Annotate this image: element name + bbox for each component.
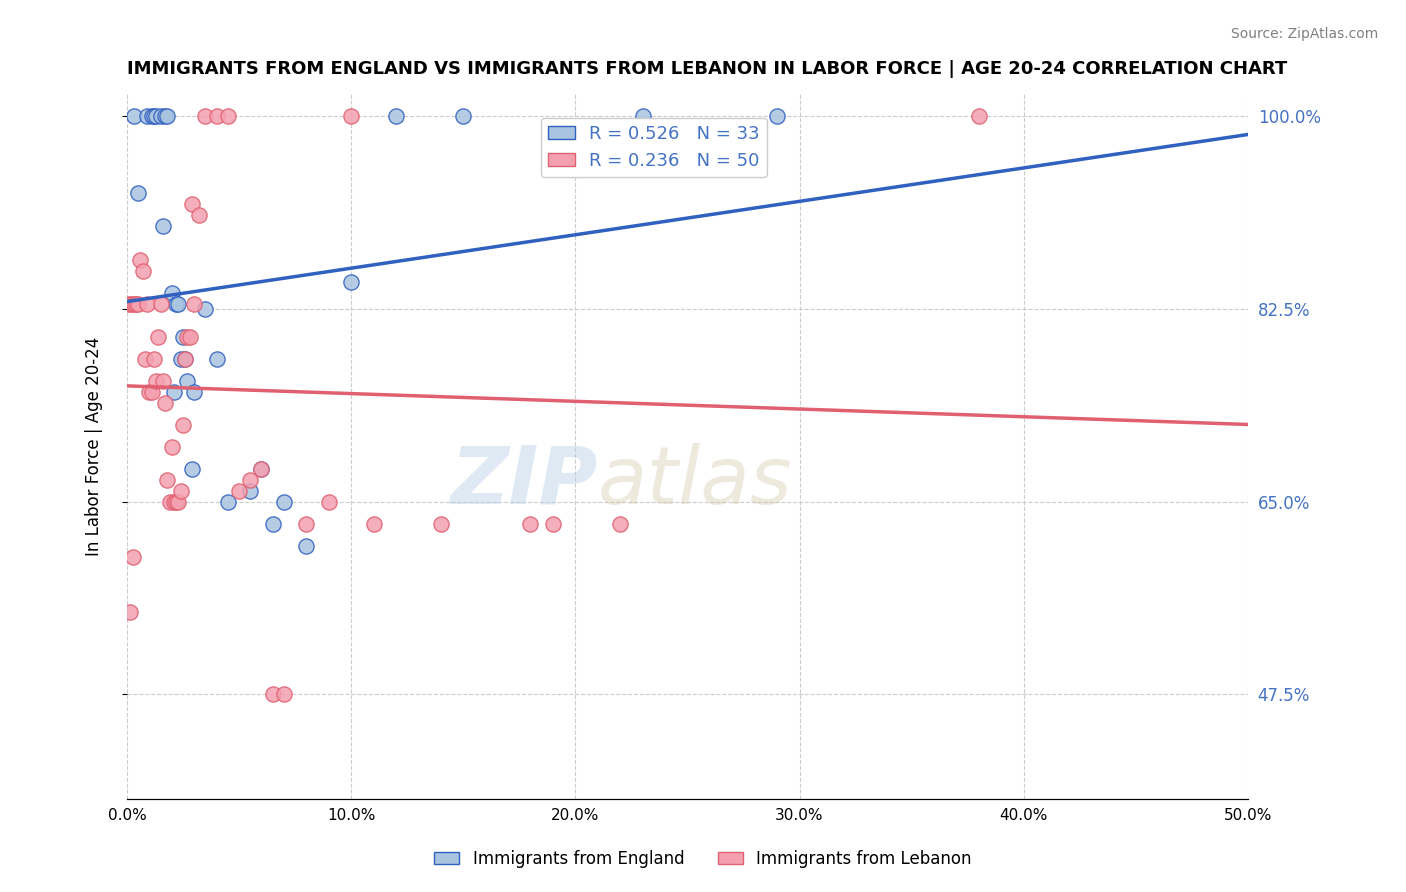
- Point: [295, 539, 318, 553]
- Point: [138, 384, 160, 399]
- Point: [340, 275, 363, 289]
- Point: [519, 516, 541, 531]
- Point: [172, 417, 194, 432]
- Text: IMMIGRANTS FROM ENGLAND VS IMMIGRANTS FROM LEBANON IN LABOR FORCE | AGE 20-24 CO: IMMIGRANTS FROM ENGLAND VS IMMIGRANTS FR…: [127, 60, 1286, 78]
- Point: [160, 285, 183, 300]
- Point: [127, 186, 149, 201]
- Point: [148, 329, 170, 343]
- Point: [142, 351, 165, 366]
- Point: [631, 110, 654, 124]
- Point: [149, 296, 172, 310]
- Point: [127, 296, 149, 310]
- Point: [165, 296, 187, 310]
- Point: [194, 110, 217, 124]
- Point: [145, 110, 167, 124]
- Point: [170, 483, 193, 498]
- Point: [120, 296, 142, 310]
- Point: [121, 549, 143, 564]
- Point: [967, 110, 990, 124]
- Point: [385, 110, 408, 124]
- Legend: Immigrants from England, Immigrants from Lebanon: Immigrants from England, Immigrants from…: [427, 844, 979, 875]
- Point: [141, 384, 163, 399]
- Point: [163, 494, 186, 508]
- Point: [318, 494, 340, 508]
- Point: [156, 110, 179, 124]
- Point: [142, 110, 165, 124]
- Point: [262, 516, 284, 531]
- Point: [183, 384, 205, 399]
- Point: [766, 110, 789, 124]
- Point: [205, 110, 228, 124]
- Point: [118, 296, 141, 310]
- Point: [163, 384, 186, 399]
- Point: [122, 296, 145, 310]
- Point: [167, 494, 190, 508]
- Text: Source: ZipAtlas.com: Source: ZipAtlas.com: [1230, 27, 1378, 41]
- Point: [295, 516, 318, 531]
- Point: [183, 296, 205, 310]
- Point: [194, 301, 217, 316]
- Point: [250, 461, 273, 475]
- Point: [149, 110, 172, 124]
- Point: [165, 494, 187, 508]
- Point: [228, 483, 250, 498]
- Point: [217, 494, 239, 508]
- Point: [172, 329, 194, 343]
- Point: [179, 329, 201, 343]
- Point: [181, 197, 204, 211]
- Point: [125, 296, 148, 310]
- Point: [340, 110, 363, 124]
- Point: [159, 494, 181, 508]
- Point: [120, 605, 142, 619]
- Point: [273, 494, 295, 508]
- Point: [156, 473, 179, 487]
- Point: [145, 374, 167, 388]
- Point: [136, 296, 159, 310]
- Point: [239, 483, 262, 498]
- Point: [187, 209, 209, 223]
- Y-axis label: In Labor Force | Age 20-24: In Labor Force | Age 20-24: [86, 337, 103, 557]
- Point: [430, 516, 453, 531]
- Point: [136, 110, 159, 124]
- Text: atlas: atlas: [598, 442, 793, 521]
- Point: [141, 110, 163, 124]
- Point: [262, 687, 284, 701]
- Point: [153, 110, 176, 124]
- Point: [205, 351, 228, 366]
- Point: [176, 329, 198, 343]
- Text: ZIP: ZIP: [450, 442, 598, 521]
- Point: [174, 351, 197, 366]
- Point: [541, 516, 564, 531]
- Point: [609, 516, 631, 531]
- Point: [160, 440, 183, 454]
- Point: [451, 110, 474, 124]
- Point: [239, 473, 262, 487]
- Point: [167, 296, 190, 310]
- Point: [131, 263, 153, 277]
- Point: [176, 374, 198, 388]
- Point: [122, 110, 145, 124]
- Legend: R = 0.526   N = 33, R = 0.236   N = 50: R = 0.526 N = 33, R = 0.236 N = 50: [540, 118, 768, 177]
- Point: [363, 516, 385, 531]
- Point: [273, 687, 295, 701]
- Point: [250, 461, 273, 475]
- Point: [181, 461, 204, 475]
- Point: [152, 374, 174, 388]
- Point: [174, 351, 197, 366]
- Point: [152, 219, 174, 234]
- Point: [153, 395, 176, 409]
- Point: [129, 252, 152, 267]
- Point: [170, 351, 193, 366]
- Point: [134, 351, 156, 366]
- Point: [217, 110, 239, 124]
